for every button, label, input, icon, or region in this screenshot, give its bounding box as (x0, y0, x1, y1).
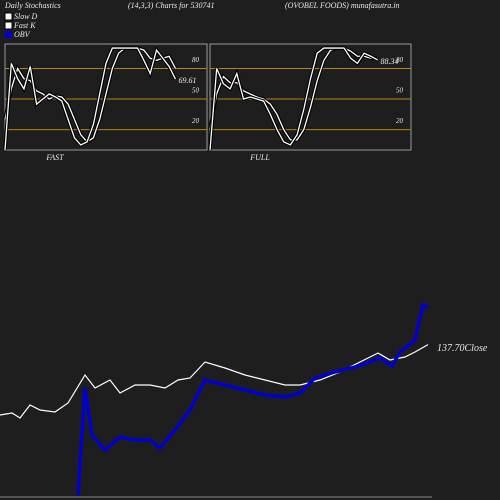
site: (OVOBEL FOODS) munafasutra.in (285, 1, 400, 10)
legend-label: OBV (14, 30, 31, 39)
legend-swatch (4, 12, 13, 21)
y-tick-label: 80 (192, 56, 200, 64)
obv-line (76, 302, 429, 496)
title: Daily Stochastics (4, 1, 61, 10)
legend-swatch (4, 21, 13, 30)
legend-label: Fast K (13, 21, 36, 30)
panel-label: FAST (45, 153, 64, 162)
stoch-line (4, 47, 177, 151)
y-tick-label: 80 (396, 56, 404, 64)
y-tick-label: 50 (396, 87, 404, 95)
stoch-line (209, 47, 378, 151)
last-value-label: 88.34 (381, 57, 399, 66)
panel-label: FULL (249, 153, 270, 162)
y-tick-label: 20 (192, 117, 200, 125)
close-label: 137.70Close (437, 343, 488, 354)
y-tick-label: 20 (396, 117, 404, 125)
price-line (0, 344, 429, 419)
subtitle: (14,3,3) Charts for 530741 (128, 1, 214, 10)
last-value-label: 69.61 (178, 76, 196, 85)
legend-swatch (5, 31, 12, 38)
legend-label: Slow D (14, 12, 38, 21)
y-tick-label: 50 (192, 87, 200, 95)
